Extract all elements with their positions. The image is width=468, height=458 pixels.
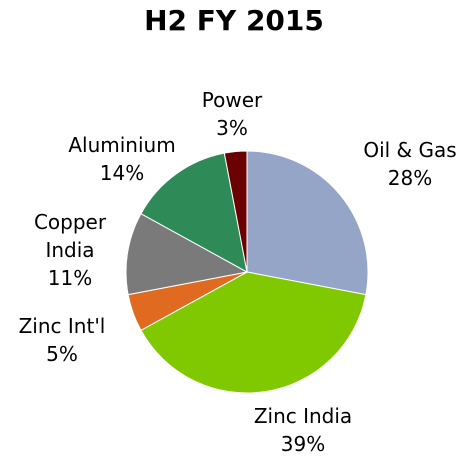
pie-slice <box>125 213 249 296</box>
value-label: 14% <box>99 161 145 185</box>
value-label: 5% <box>46 342 78 366</box>
category-label: Zinc Int'l <box>18 314 106 338</box>
slice-label: Aluminium 14% <box>52 131 192 187</box>
slice-label: Oil & Gas 28% <box>340 136 468 192</box>
category-label: Aluminium <box>68 133 176 157</box>
pie-slice <box>223 150 248 273</box>
category-label: Oil & Gas <box>363 138 457 162</box>
pie-slice <box>140 152 248 273</box>
pie-slice <box>246 150 369 296</box>
chart-title: H2 FY 2015 <box>144 4 324 37</box>
slice-label: Copper India 11% <box>30 208 110 292</box>
pie-slice <box>140 271 367 394</box>
slice-label: Zinc Int'l 5% <box>2 312 122 368</box>
value-label: 3% <box>216 116 248 140</box>
slice-label: Power 3% <box>182 86 282 142</box>
slice-label: Zinc India 39% <box>223 402 383 458</box>
category-label: Zinc India <box>253 404 353 428</box>
value-label: 11% <box>47 266 93 290</box>
category-label: Copper India <box>33 210 107 262</box>
value-label: 39% <box>280 432 326 456</box>
value-label: 28% <box>387 166 433 190</box>
category-label: Power <box>201 88 263 112</box>
